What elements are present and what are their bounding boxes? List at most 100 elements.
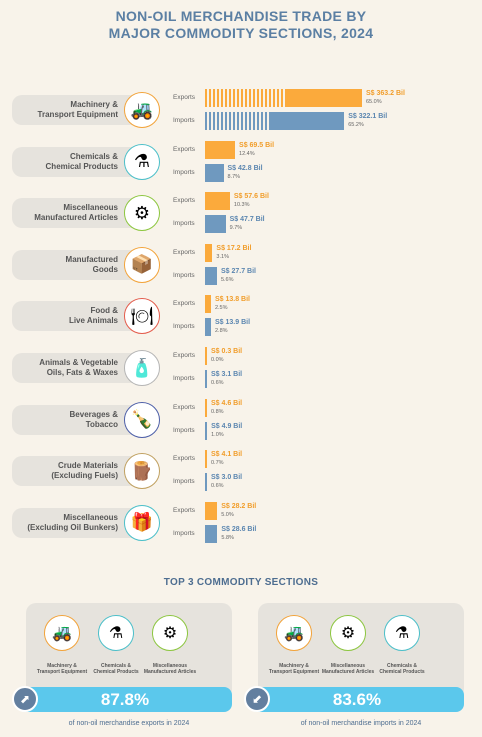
exports-share-label: 2.5%	[214, 305, 228, 312]
exports-share-label: 0.7%	[211, 460, 224, 467]
exports-share-label: 0.0%	[211, 357, 224, 363]
imports-share-label: 1.0%	[211, 431, 224, 438]
exports-bar	[205, 501, 218, 520]
category-label: Manufactured Goods	[66, 250, 118, 280]
box-icon: 📦	[124, 246, 160, 283]
exports-bar	[205, 295, 211, 314]
imports-row-label: Imports	[173, 271, 195, 279]
category-label-line2: (Excluding Oil Bunkers)	[27, 522, 118, 532]
exports-row-label: Exports	[173, 506, 196, 514]
category-label: Crude Materials (Excluding Fuels)	[51, 456, 118, 486]
category-label: Miscellaneous (Excluding Oil Bunkers)	[27, 508, 118, 538]
top3-item-line2: Chemical Products	[379, 669, 425, 675]
exports-bar	[205, 140, 236, 159]
imports-bar	[205, 370, 207, 388]
imports-bar	[205, 112, 345, 130]
exports-value-label: S$ 17.2 Bil	[216, 244, 252, 252]
top3-item-line1: Chemicals &	[386, 663, 417, 669]
export-ship-icon: ⬈	[12, 686, 38, 712]
imports-row-label: Imports	[173, 323, 195, 331]
category-label-line2: Tobacco	[85, 419, 118, 429]
import-ship-icon: ⬋	[244, 686, 270, 712]
imports-value-label: S$ 28.6 Bil	[221, 525, 257, 533]
imports-bar	[205, 524, 218, 543]
exports-share-label: 0.8%	[211, 408, 224, 415]
exports-row-label: Exports	[173, 403, 196, 411]
flask-icon: ⚗	[124, 143, 160, 180]
category-label-line1: Miscellaneous	[63, 203, 118, 213]
excavator-icon: 🚜	[276, 615, 312, 651]
top3-item-label: Miscellaneous Manufactured Articles	[140, 663, 200, 675]
top3-item-line1: Machinery &	[279, 663, 309, 669]
category-label-line1: Beverages &	[69, 409, 118, 419]
top3-title: TOP 3 COMMODITY SECTIONS	[163, 577, 319, 588]
category-label-line1: Animals & Vegetable	[39, 358, 118, 367]
category-label-line2: Goods	[92, 264, 118, 274]
exports-share-label: 10.3%	[233, 202, 250, 209]
exports-value-label: S$ 28.2 Bil	[221, 502, 257, 510]
imports-value-label: S$ 27.7 Bil	[220, 267, 256, 275]
exports-row-label: Exports	[173, 248, 196, 256]
exports-bar	[205, 192, 230, 211]
top3-item-line2: Transport Equipment	[36, 669, 88, 675]
exports-bar	[205, 347, 207, 365]
imports-value-label: S$ 3.0 Bil	[211, 474, 243, 482]
category-label: Machinery & Transport Equipment	[38, 95, 118, 125]
category-label: Chemicals & Chemical Products	[46, 147, 118, 177]
imports-bar	[205, 318, 211, 337]
imports-row-label: Imports	[173, 168, 195, 176]
exports-row-label: Exports	[173, 197, 196, 205]
top3-item-line1: Miscellaneous	[330, 663, 366, 669]
exports-bar	[205, 450, 207, 469]
imports-value-label: S$ 47.7 Bil	[229, 216, 265, 224]
top3-item-label: Chemicals & Chemical Products	[86, 663, 146, 675]
imports-row-label: Imports	[173, 220, 195, 228]
title-line-1: NON-OIL MERCHANDISE TRADE BY	[115, 8, 367, 24]
imports-bar-solid	[270, 112, 345, 130]
top3-exports-card: 🚜 Machinery & Transport Equipment ⚗ Chemical…	[26, 603, 232, 699]
exports-bar-solid	[287, 89, 362, 107]
imports-bar	[205, 473, 207, 492]
exports-value-label: S$ 13.8 Bil	[214, 296, 250, 304]
exports-share-value: 87.8%	[100, 690, 150, 709]
title-line-2: MAJOR COMMODITY SECTIONS, 2024	[108, 25, 374, 41]
imports-share-label: 9.7%	[229, 225, 243, 232]
gears-icon: ⚙	[152, 615, 188, 651]
exports-value-label: S$ 57.6 Bil	[233, 193, 269, 201]
category-label-line2: Oils, Fats & Waxes	[46, 368, 118, 377]
category-label-line1: Manufactured	[65, 254, 118, 264]
category-label-line2: (Excluding Fuels)	[51, 471, 118, 481]
exports-bar	[205, 89, 362, 107]
exports-share-bar: 87.8%	[18, 687, 232, 712]
top3-item-line2: Manufactured Articles	[321, 669, 375, 675]
gears-icon: ⚙	[330, 615, 366, 651]
top3-item-line1: Miscellaneous	[152, 663, 188, 669]
top3-imports-card: 🚜 Machinery & Transport Equipment ⚙ Miscella…	[258, 603, 464, 699]
top3-item-label: Miscellaneous Manufactured Articles	[318, 663, 378, 675]
imports-bar	[205, 266, 217, 285]
category-label: Miscellaneous Manufactured Articles	[34, 198, 118, 228]
imports-row-label: Imports	[173, 529, 195, 537]
imports-value-label: S$ 13.9 Bil	[215, 319, 251, 327]
chart-title: NON-OIL MERCHANDISE TRADE BY MAJOR COMMO…	[0, 8, 482, 42]
category-label-line1: Food &	[90, 306, 118, 316]
exports-bar	[205, 243, 213, 262]
imports-value-label: S$ 322.1 Bil	[348, 113, 388, 120]
imports-share-value: 83.6%	[332, 690, 382, 709]
top3-item-line2: Transport Equipment	[268, 669, 320, 675]
flask-icon: ⚗	[384, 615, 420, 651]
exports-value-label: S$ 363.2 Bil	[366, 90, 405, 97]
imports-caption: of non-oil merchandise imports in 2024	[300, 720, 422, 727]
imports-share-bar: 83.6%	[250, 687, 464, 712]
gears-icon: ⚙	[124, 195, 160, 232]
exports-row-label: Exports	[173, 94, 196, 101]
top3-item-label: Chemicals & Chemical Products	[372, 663, 432, 675]
imports-share-label: 2.8%	[215, 328, 228, 335]
imports-row-label: Imports	[173, 375, 195, 382]
category-label-line2: Live Animals	[68, 316, 118, 326]
exports-row-label: Exports	[173, 352, 196, 359]
category-label-line2: Transport Equipment	[37, 110, 118, 119]
exports-share-label: 12.4%	[239, 150, 255, 157]
exports-value-label: S$ 69.5 Bil	[239, 141, 275, 149]
category-label: Food & Live Animals	[69, 301, 118, 331]
